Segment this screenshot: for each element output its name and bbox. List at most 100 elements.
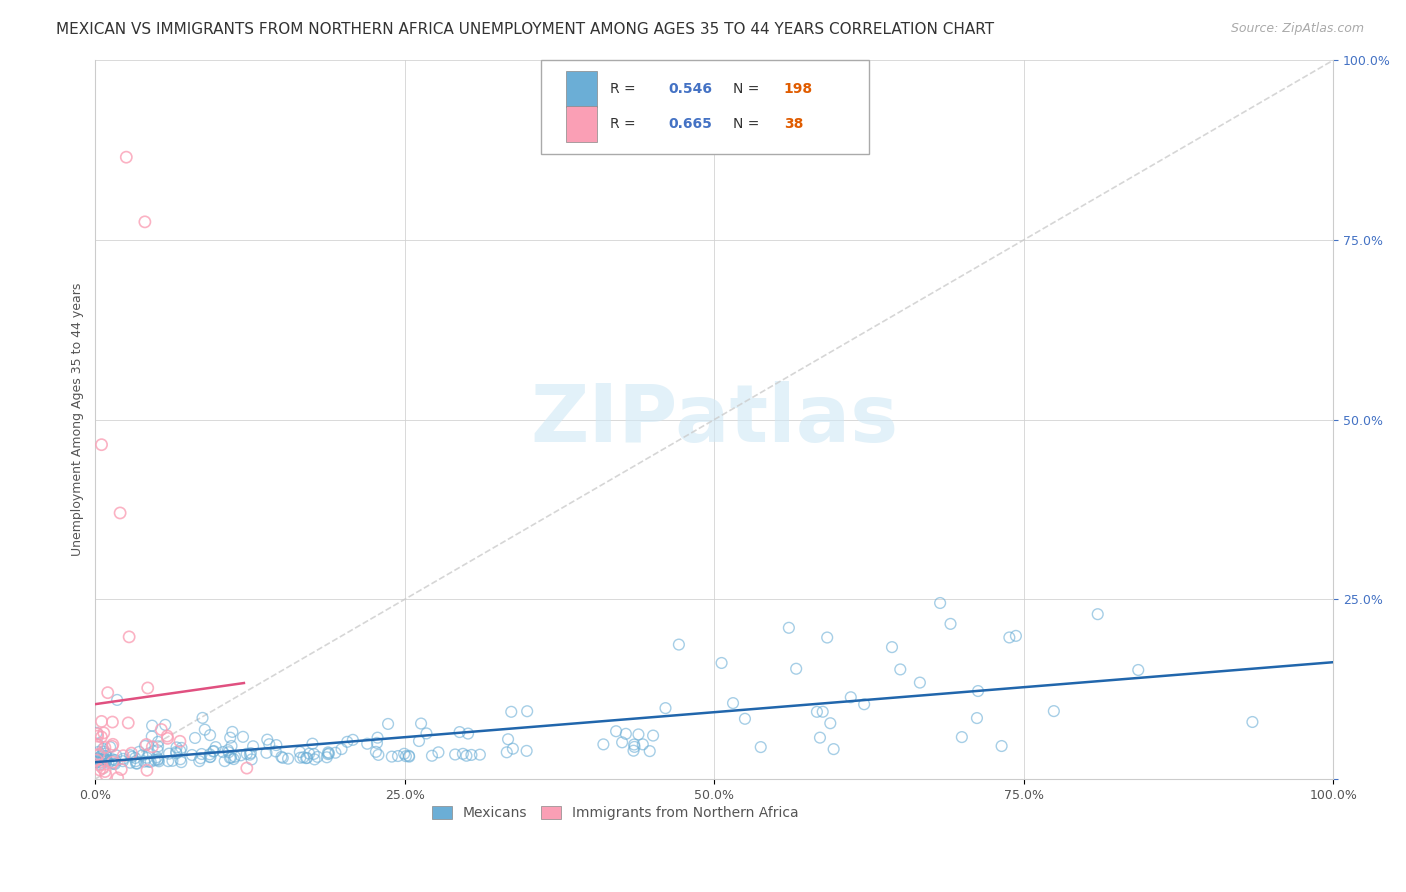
- Point: [364, 745, 387, 759]
- Point: [808, 731, 831, 745]
- Point: [222, 752, 245, 766]
- Point: [169, 752, 191, 766]
- Point: [169, 744, 191, 758]
- Point: [1087, 607, 1109, 622]
- Point: [148, 754, 170, 768]
- Point: [219, 731, 242, 745]
- Point: [121, 746, 143, 760]
- Point: [165, 746, 187, 760]
- Point: [638, 744, 661, 758]
- Point: [86, 755, 108, 769]
- Point: [150, 723, 173, 737]
- Point: [134, 739, 156, 753]
- Point: [115, 150, 138, 164]
- Point: [86, 753, 108, 767]
- Point: [146, 750, 169, 764]
- FancyBboxPatch shape: [541, 60, 869, 153]
- Point: [295, 751, 318, 765]
- Point: [98, 740, 121, 755]
- Point: [101, 714, 124, 729]
- Point: [118, 630, 141, 644]
- Point: [277, 752, 299, 766]
- Point: [330, 742, 353, 756]
- Point: [839, 690, 862, 705]
- Point: [307, 750, 329, 764]
- Point: [204, 740, 226, 755]
- Point: [202, 744, 225, 758]
- Point: [654, 701, 676, 715]
- Point: [89, 758, 111, 772]
- Point: [89, 756, 111, 770]
- Point: [502, 741, 524, 756]
- Point: [87, 737, 110, 751]
- Point: [889, 662, 911, 676]
- Point: [315, 750, 337, 764]
- Point: [136, 681, 159, 695]
- Point: [127, 756, 149, 771]
- Y-axis label: Unemployment Among Ages 35 to 44 years: Unemployment Among Ages 35 to 44 years: [72, 283, 84, 557]
- Point: [96, 754, 118, 768]
- Point: [107, 771, 129, 785]
- Point: [641, 729, 664, 743]
- Point: [217, 743, 239, 757]
- Point: [93, 745, 115, 759]
- Point: [301, 737, 323, 751]
- Point: [239, 747, 262, 762]
- Point: [967, 684, 990, 698]
- Point: [853, 698, 876, 712]
- FancyBboxPatch shape: [565, 106, 596, 142]
- Point: [156, 731, 179, 746]
- Point: [214, 754, 236, 768]
- Point: [270, 750, 292, 764]
- Point: [103, 756, 125, 771]
- Point: [138, 755, 160, 769]
- Point: [96, 749, 118, 764]
- Point: [111, 754, 134, 768]
- Point: [398, 748, 420, 763]
- Point: [86, 726, 108, 740]
- Point: [623, 738, 645, 752]
- Point: [86, 753, 108, 767]
- Point: [240, 752, 263, 766]
- Point: [125, 754, 148, 768]
- Point: [96, 753, 118, 767]
- Point: [146, 739, 169, 754]
- Point: [139, 755, 162, 769]
- Point: [451, 747, 474, 761]
- Point: [170, 740, 193, 755]
- Point: [516, 744, 538, 758]
- Point: [146, 735, 169, 749]
- Point: [256, 746, 278, 760]
- Point: [90, 438, 112, 452]
- Text: R =: R =: [610, 117, 640, 131]
- Point: [367, 731, 389, 745]
- Point: [1241, 714, 1264, 729]
- Point: [110, 763, 132, 777]
- Point: [104, 753, 127, 767]
- Point: [143, 753, 166, 767]
- Point: [136, 751, 159, 765]
- Point: [86, 727, 108, 741]
- Point: [614, 727, 637, 741]
- Point: [749, 740, 772, 755]
- Point: [966, 711, 988, 725]
- Point: [950, 730, 973, 744]
- Point: [89, 749, 111, 764]
- Point: [496, 732, 519, 747]
- Point: [97, 756, 120, 770]
- Point: [218, 745, 240, 759]
- Point: [316, 747, 339, 761]
- Point: [495, 745, 517, 759]
- Point: [219, 750, 242, 764]
- Point: [929, 596, 952, 610]
- Point: [141, 739, 163, 754]
- Point: [194, 723, 217, 737]
- Point: [188, 754, 211, 768]
- Point: [229, 748, 252, 763]
- Point: [298, 747, 321, 761]
- Point: [87, 747, 110, 761]
- Point: [427, 745, 450, 759]
- Point: [86, 738, 108, 752]
- Point: [112, 752, 135, 766]
- Point: [295, 751, 318, 765]
